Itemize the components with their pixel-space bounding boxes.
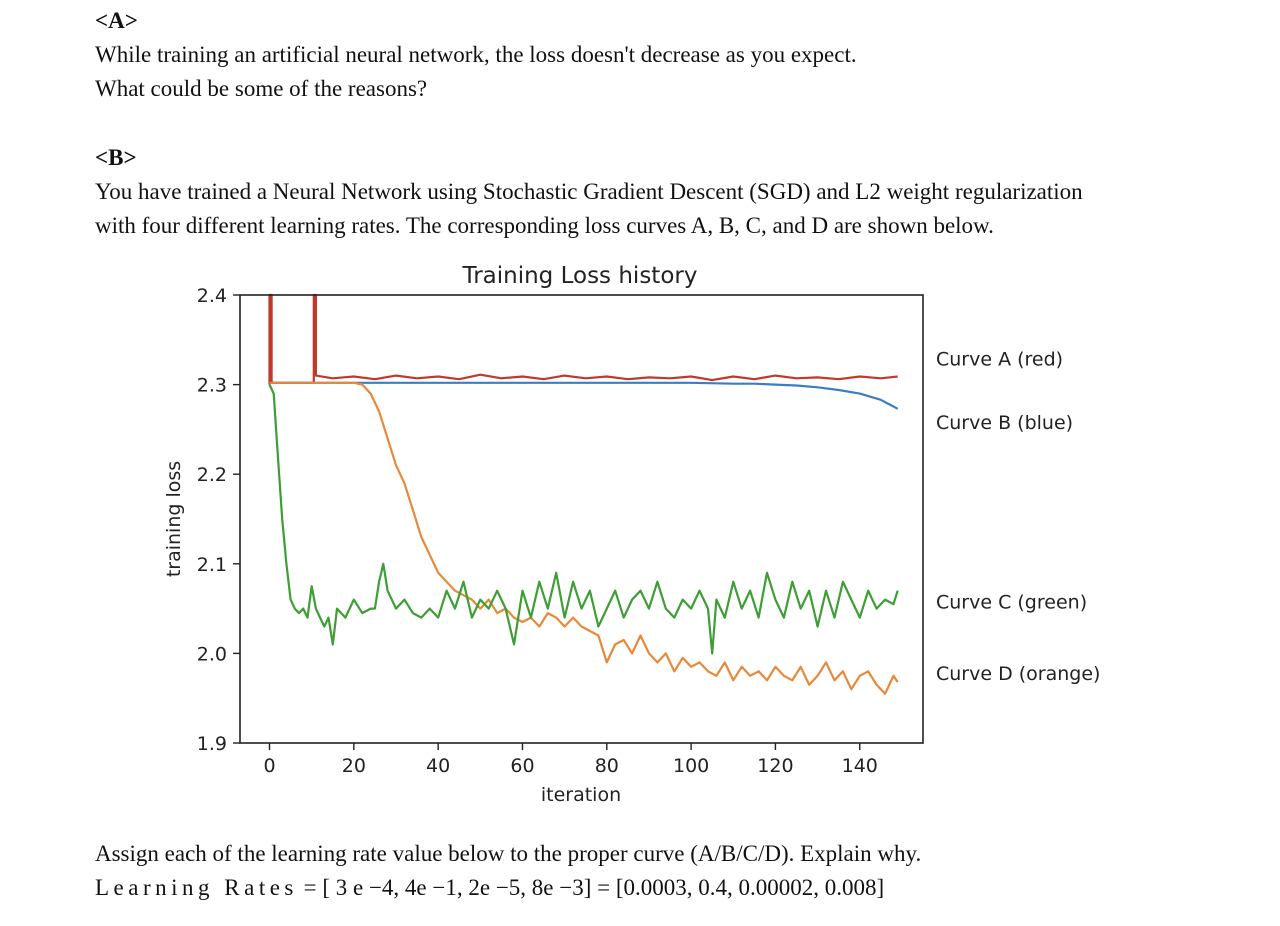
x-tick-label: 80 xyxy=(595,755,619,777)
x-tick-label: 20 xyxy=(342,755,366,777)
training-loss-chart: Training Loss history 1.9 2.0 2.1 2.2 2.3 2.4… xyxy=(163,263,1100,806)
legend: Curve A (red) Curve B (blue) Curve C (gree… xyxy=(936,349,1100,685)
x-tick-label: 0 xyxy=(263,755,275,777)
series-line-1 xyxy=(269,381,899,410)
x-tick-label: 40 xyxy=(426,755,450,777)
series-line-2 xyxy=(268,384,899,655)
y-axis: 1.9 2.0 2.1 2.2 2.3 2.4 xyxy=(197,285,240,755)
x-tick-label: 120 xyxy=(757,755,793,777)
plot-frame xyxy=(239,294,924,744)
legend-entry-3: Curve D (orange) xyxy=(936,663,1100,685)
x-tick-label: 140 xyxy=(842,755,878,777)
chart-title: Training Loss history xyxy=(462,263,698,289)
section-a-line1: While training an artificial neural netw… xyxy=(95,42,857,67)
learning-rates-line: Learning Rates = [ 3 e −4, 4e −1, 2e −5,… xyxy=(95,871,884,905)
x-axis-label: iteration xyxy=(541,784,621,806)
series-layer xyxy=(268,293,899,695)
section-a-heading: <A> xyxy=(95,8,138,33)
legend-entry-2: Curve C (green) xyxy=(936,591,1087,613)
section-b-heading: <B> xyxy=(95,145,137,170)
y-tick-label: 2.3 xyxy=(197,375,227,397)
y-tick-label: 2.0 xyxy=(197,643,227,665)
series-line-0 xyxy=(268,293,898,385)
section-a-line2: What could be some of the reasons? xyxy=(95,76,428,101)
x-tick-label: 60 xyxy=(510,755,534,777)
y-tick-label: 1.9 xyxy=(197,733,227,755)
y-axis-label: training loss xyxy=(163,461,185,577)
y-tick-label: 2.4 xyxy=(197,285,227,307)
question-line1: Assign each of the learning rate value b… xyxy=(95,841,922,866)
y-tick-label: 2.2 xyxy=(197,464,227,486)
legend-entry-0: Curve A (red) xyxy=(936,349,1063,371)
x-axis: 0 20 40 60 80 100 120 140 xyxy=(263,743,878,777)
y-tick-label: 2.1 xyxy=(197,554,227,576)
section-b-line2: with four different learning rates. The … xyxy=(95,213,994,238)
learning-rates-label: Learning Rates xyxy=(95,875,298,900)
legend-entry-1: Curve B (blue) xyxy=(936,412,1073,434)
x-tick-label: 100 xyxy=(673,755,709,777)
section-b-line1: You have trained a Neural Network using … xyxy=(95,179,1083,204)
series-line-3 xyxy=(269,381,899,695)
learning-rates-values: = [ 3 e −4, 4e −1, 2e −5, 8e −3] = [0.00… xyxy=(297,875,885,900)
